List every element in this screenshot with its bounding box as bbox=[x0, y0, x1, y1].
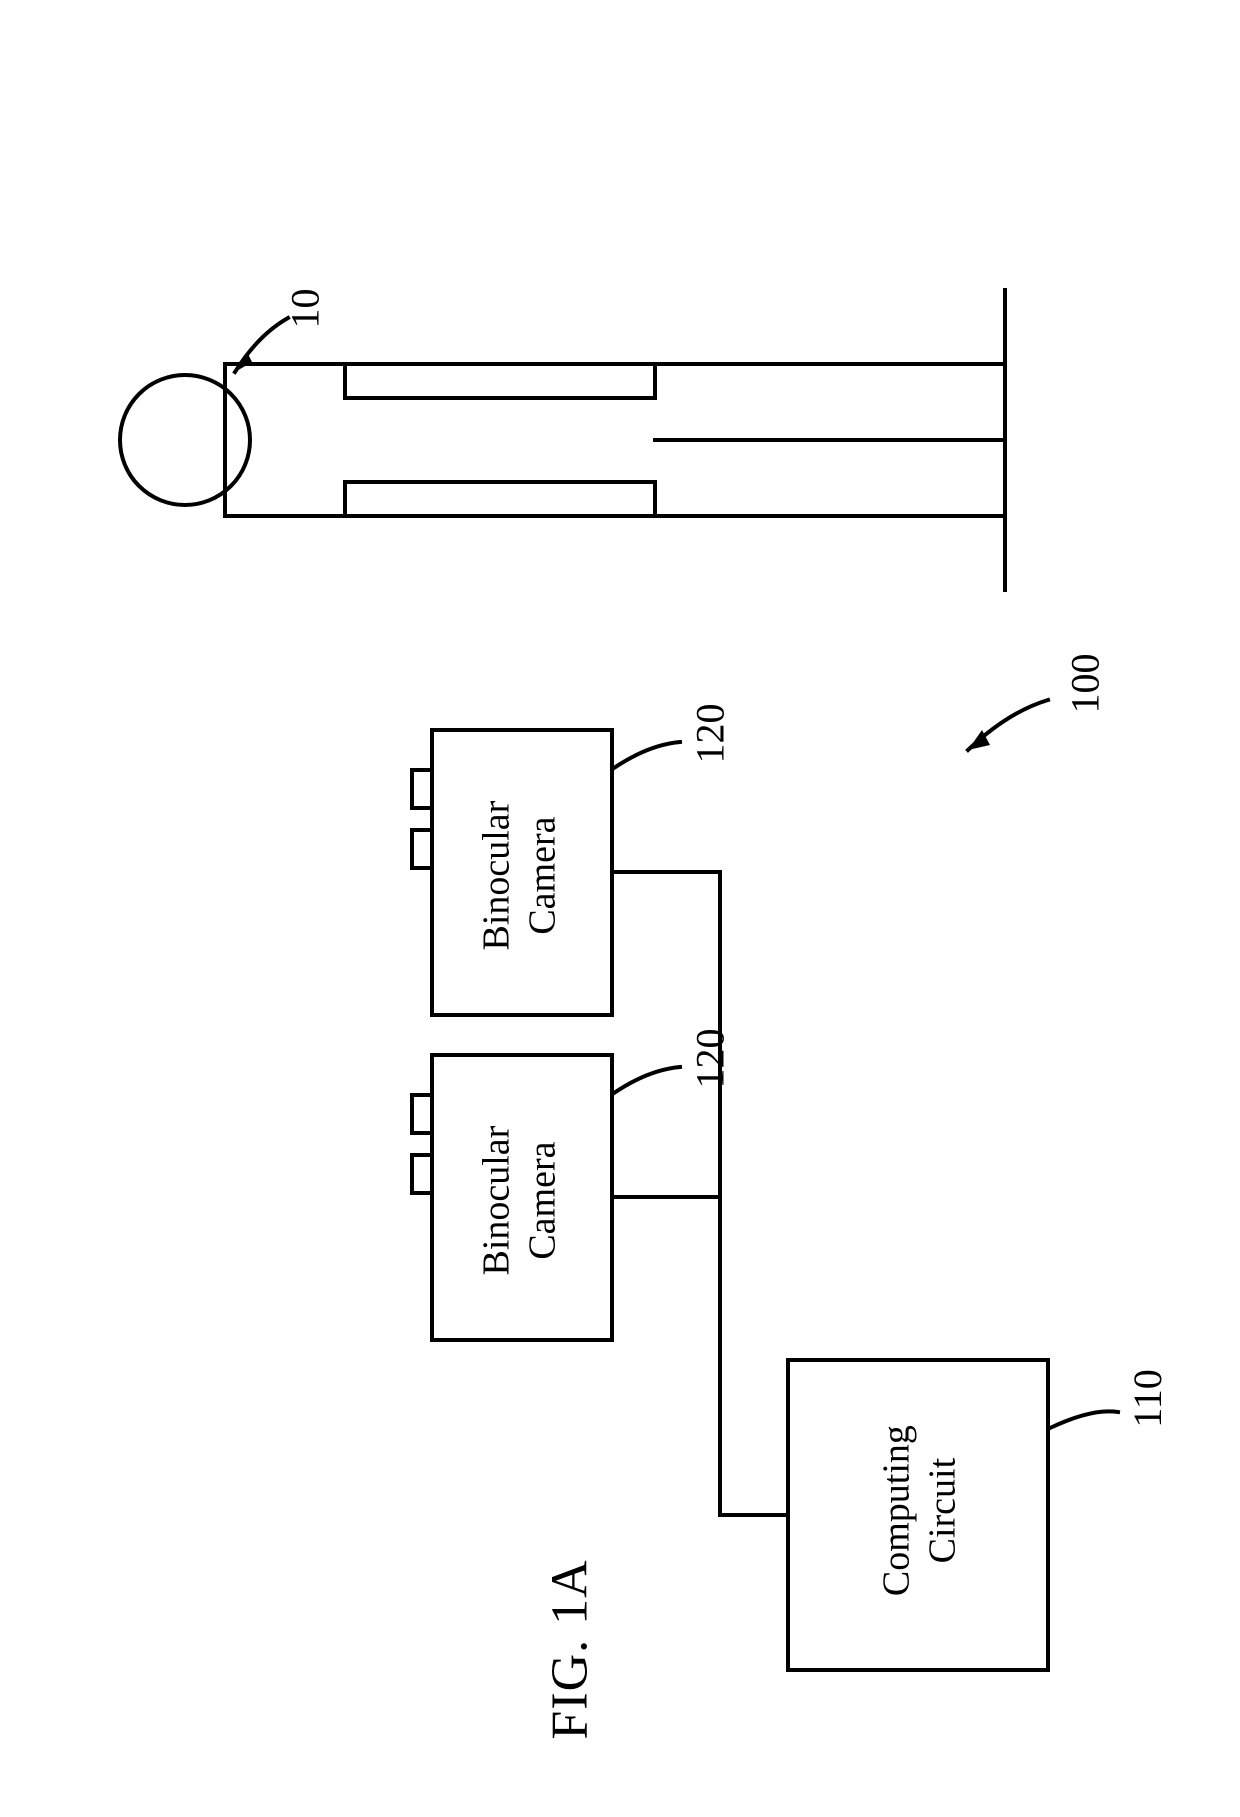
label-120-bottom: 120 bbox=[687, 1029, 734, 1089]
figure-caption: FIG. 1A bbox=[541, 1559, 600, 1739]
diagram-svg bbox=[0, 0, 1240, 1817]
label-120-top: 120 bbox=[687, 704, 734, 764]
label-110: 110 bbox=[1124, 1369, 1171, 1428]
figure-1a-diagram: 10 100 120 120 110 Binocular Camera Bino… bbox=[0, 0, 1240, 1817]
camera-2-label: Binocular Camera bbox=[474, 1126, 565, 1276]
label-10: 10 bbox=[282, 289, 329, 329]
label-100: 100 bbox=[1062, 654, 1109, 714]
camera-1-label: Binocular Camera bbox=[474, 801, 565, 951]
computing-label: Computing Circuit bbox=[874, 1416, 965, 1606]
